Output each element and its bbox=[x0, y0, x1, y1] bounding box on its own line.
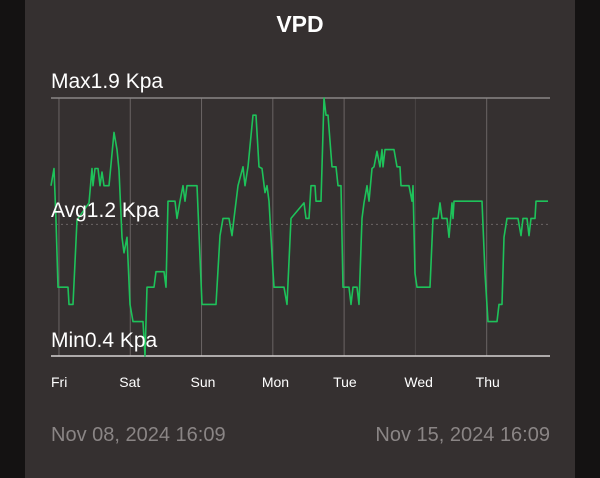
x-tick-label: Sun bbox=[190, 374, 216, 390]
range-start-date: Nov 08, 2024 16:09 bbox=[51, 424, 226, 446]
range-end-date: Nov 15, 2024 16:09 bbox=[375, 424, 550, 446]
x-tick-label: Sat bbox=[119, 374, 141, 390]
x-tick-label: Tue bbox=[333, 374, 357, 390]
vpd-series-line bbox=[50, 97, 548, 357]
x-tick-label: Thu bbox=[475, 374, 500, 390]
avg-label: Avg1.2 Kpa bbox=[51, 199, 160, 222]
x-tick-label: Fri bbox=[51, 374, 68, 390]
chart-title: VPD bbox=[276, 11, 324, 37]
min-label: Min0.4 Kpa bbox=[51, 329, 158, 352]
x-tick-label: Wed bbox=[404, 374, 433, 390]
x-tick-label: Mon bbox=[261, 374, 290, 390]
max-label: Max1.9 Kpa bbox=[51, 70, 164, 93]
